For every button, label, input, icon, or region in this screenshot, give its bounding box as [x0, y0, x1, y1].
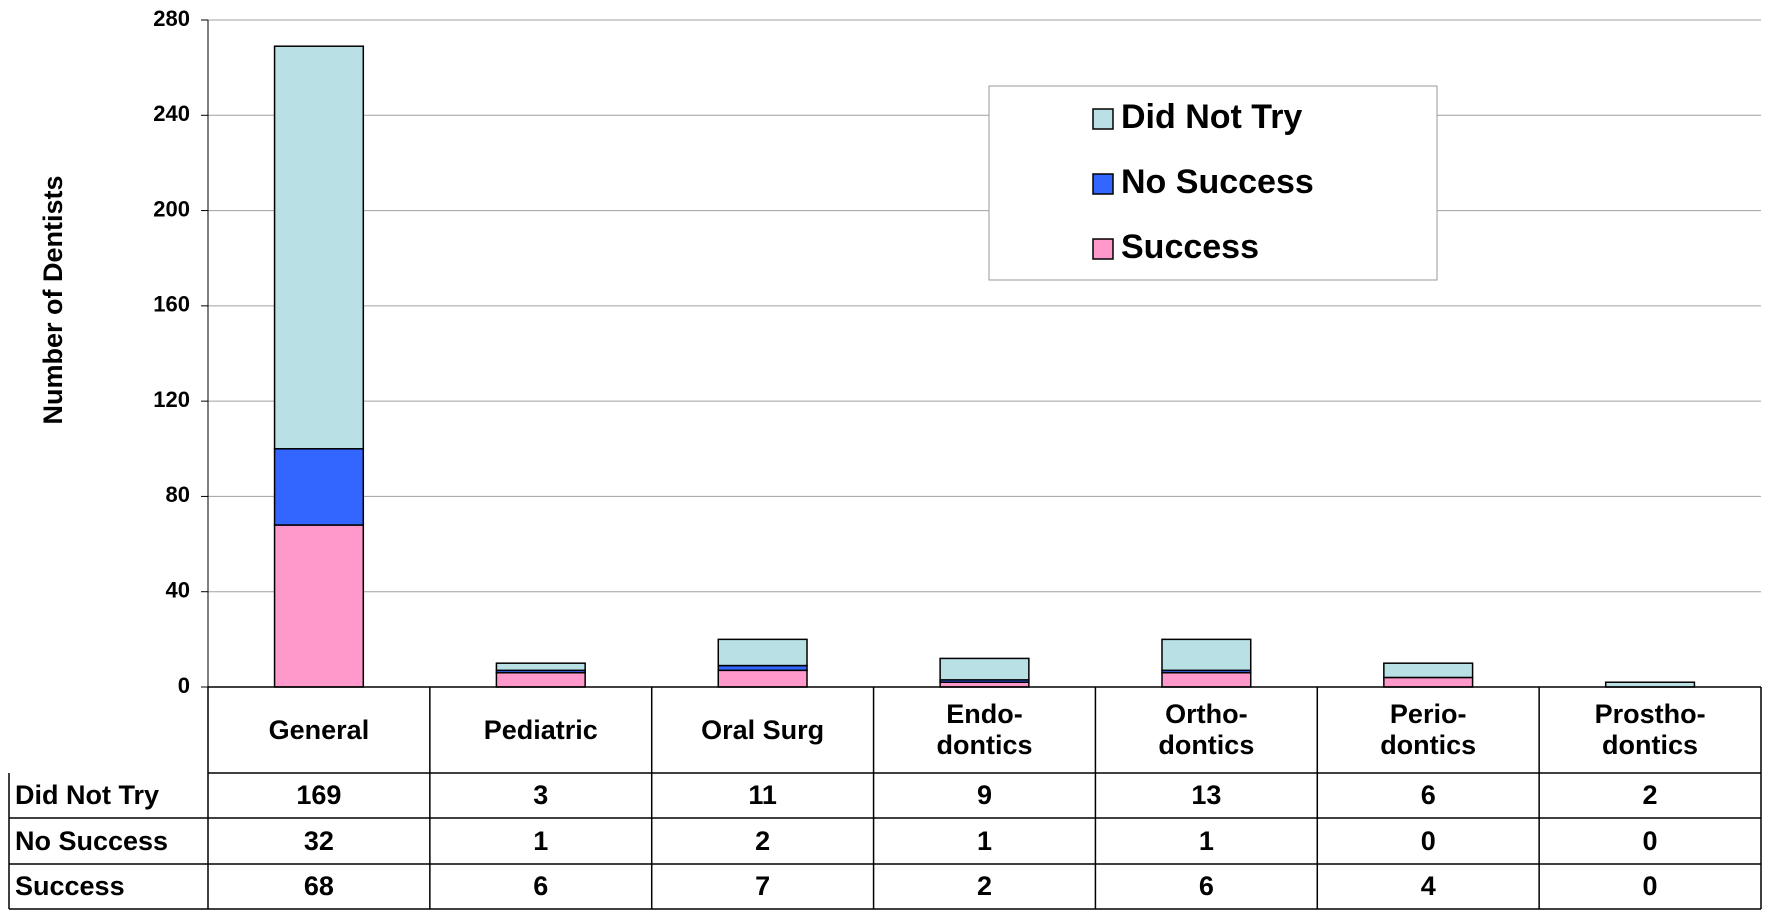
bar-segment	[273, 524, 365, 688]
table-value: 2	[755, 825, 771, 856]
legend-label: Did Not Try	[1121, 98, 1302, 136]
table-value: 0	[1420, 825, 1436, 856]
table-value: 1	[533, 825, 549, 856]
bar-segment	[717, 669, 808, 688]
bar-segment	[717, 638, 808, 667]
category-label: General	[268, 714, 370, 745]
bar-segment	[1161, 638, 1252, 672]
table-value: 68	[303, 871, 334, 901]
category-label: Endo- dontics	[936, 699, 1033, 760]
table-value: 3	[533, 780, 549, 810]
y-axis-label: Number of Dentists	[38, 175, 68, 424]
table-value: 4	[1420, 871, 1436, 901]
legend-swatch	[1092, 238, 1114, 260]
bar-segment	[495, 662, 586, 672]
table-value: 6	[533, 871, 549, 901]
table-row-label: No Success	[15, 825, 169, 856]
legend-label: No Success	[1121, 163, 1314, 201]
y-tick-label: 200	[153, 196, 190, 221]
table-value: 9	[976, 780, 992, 810]
bar-segment	[1383, 676, 1474, 688]
y-tick-label: 120	[153, 387, 190, 412]
bar-segment	[273, 448, 365, 526]
y-tick-label: 160	[153, 292, 190, 317]
table-value: 7	[755, 871, 771, 901]
y-tick-label: 0	[178, 673, 190, 698]
table-value: 0	[1642, 825, 1658, 856]
bar-segment	[1383, 662, 1474, 679]
table-value: 32	[303, 825, 334, 856]
category-label: Pediatric	[483, 714, 598, 745]
table-value: 11	[748, 780, 777, 810]
y-tick-label: 240	[153, 101, 190, 126]
table-value: 2	[1642, 780, 1658, 810]
y-tick-label: 80	[166, 482, 190, 507]
table-row-label: Did Not Try	[15, 780, 160, 810]
bar-segment	[1161, 671, 1252, 688]
table-value: 6	[1420, 780, 1436, 810]
table-value: 1	[1198, 825, 1214, 856]
category-label: Perio- dontics	[1380, 699, 1477, 760]
bar-segment	[939, 657, 1030, 681]
table-value: 0	[1642, 871, 1658, 901]
category-label: Oral Surg	[701, 714, 825, 745]
bar-segment	[495, 671, 586, 688]
category-label: Ortho- dontics	[1158, 699, 1255, 760]
legend-swatch	[1092, 108, 1114, 130]
category-label: Prostho- dontics	[1594, 699, 1706, 760]
table-value: 6	[1198, 871, 1214, 901]
table-value: 1	[976, 825, 992, 856]
legend-box	[988, 85, 1438, 281]
legend-swatch	[1092, 173, 1114, 195]
table-value: 169	[296, 780, 342, 810]
table-row-label: Success	[15, 871, 125, 901]
table-value: 13	[1191, 780, 1222, 810]
table-value: 2	[976, 871, 992, 901]
y-tick-label: 280	[153, 6, 190, 31]
legend-label: Success	[1121, 228, 1259, 266]
y-tick-label: 40	[166, 578, 190, 603]
bar-segment	[273, 45, 365, 450]
